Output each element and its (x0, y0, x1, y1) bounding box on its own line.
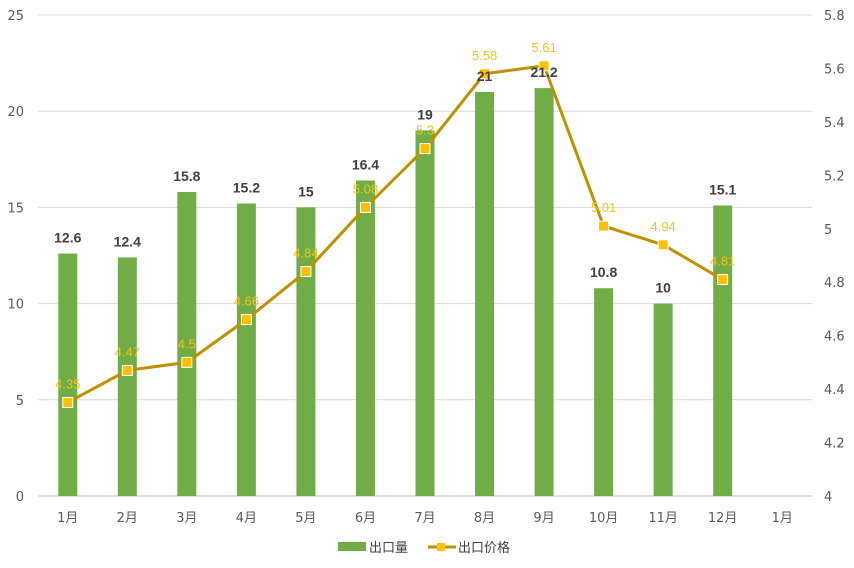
price-marker (479, 68, 491, 80)
price-data-label: 4.5 (178, 336, 196, 351)
bar (713, 205, 733, 496)
y-right-tick-label: 5.4 (824, 116, 845, 131)
price-data-label: 5.58 (472, 48, 497, 63)
price-marker (717, 274, 729, 286)
x-tick-label: 11月 (648, 511, 678, 526)
y-right-tick-label: 4.4 (824, 383, 845, 398)
bar (534, 88, 554, 496)
y-left-tick-label: 10 (7, 298, 24, 313)
price-marker (240, 314, 252, 326)
price-marker (598, 220, 610, 232)
y-right-tick-label: 5.2 (824, 169, 845, 184)
price-data-label: 5.3 (416, 123, 434, 138)
price-data-label: 5.61 (531, 40, 556, 55)
volume-data-label: 10 (655, 280, 671, 296)
y-left-tick-label: 15 (7, 201, 24, 216)
price-marker (657, 239, 669, 251)
x-tick-label: 3月 (176, 511, 197, 526)
price-marker (121, 364, 133, 376)
legend-marker-price (437, 543, 445, 551)
volume-data-label: 15.1 (709, 181, 736, 197)
price-marker (419, 143, 431, 155)
price-marker (62, 396, 74, 408)
legend-label-price: 出口价格 (458, 540, 510, 556)
bar (653, 303, 673, 496)
bar (475, 91, 495, 497)
price-data-label: 4.35 (55, 376, 80, 391)
x-tick-label: 1月 (772, 511, 793, 526)
x-tick-label: 6月 (355, 511, 376, 526)
y-right-tick-label: 4 (824, 490, 832, 505)
price-marker (181, 356, 193, 368)
price-data-label: 4.66 (234, 294, 259, 309)
y-right-tick-label: 5.8 (824, 9, 845, 24)
volume-data-label: 21.2 (530, 64, 557, 80)
y-right-tick-label: 5 (824, 223, 832, 238)
volume-data-label: 12.4 (114, 233, 141, 249)
bar (117, 257, 137, 496)
x-tick-label: 12月 (708, 511, 738, 526)
x-tick-label: 10月 (589, 511, 619, 526)
volume-data-label: 19 (417, 106, 433, 122)
price-data-label: 5.01 (591, 200, 616, 215)
price-data-label: 4.47 (115, 344, 140, 359)
legend-swatch-volume (338, 542, 366, 551)
bar (58, 253, 78, 496)
y-right-tick-label: 4.2 (824, 437, 845, 452)
bar (415, 130, 435, 496)
volume-data-label: 10.8 (590, 264, 617, 280)
x-tick-label: 1月 (57, 511, 78, 526)
y-right-tick-label: 4.6 (824, 330, 845, 345)
y-left-tick-label: 0 (16, 490, 24, 505)
volume-data-label: 15.2 (233, 180, 260, 196)
x-tick-label: 8月 (474, 511, 495, 526)
price-data-label: 4.84 (293, 246, 318, 261)
volume-data-label: 15 (298, 183, 314, 199)
legend-label-volume: 出口量 (369, 541, 408, 556)
bar (177, 192, 197, 496)
y-left-tick-label: 20 (7, 105, 24, 120)
volume-data-label: 16.4 (352, 156, 379, 172)
price-data-label: 4.94 (650, 219, 675, 234)
volume-data-label: 12.6 (54, 230, 81, 246)
volume-data-label: 15.8 (173, 168, 200, 184)
bar (594, 288, 614, 496)
volume-data-label: 21 (477, 68, 493, 84)
price-data-label: 4.81 (710, 254, 735, 269)
price-line (67, 64, 724, 404)
bar (355, 180, 375, 497)
price-marker (359, 201, 371, 213)
x-tick-label: 9月 (533, 511, 554, 526)
bar (236, 203, 256, 496)
bar (296, 207, 316, 496)
y-left-tick-label: 25 (7, 9, 24, 24)
price-data-label: 5.08 (353, 181, 378, 196)
x-tick-label: 4月 (236, 511, 257, 526)
x-tick-label: 5月 (295, 511, 316, 526)
y-left-tick-label: 5 (16, 394, 24, 409)
price-marker (300, 266, 312, 278)
x-tick-label: 2月 (117, 511, 138, 526)
price-marker (538, 60, 550, 72)
x-tick-label: 7月 (414, 511, 435, 526)
y-right-tick-label: 4.8 (824, 276, 845, 291)
y-right-tick-label: 5.6 (824, 62, 845, 77)
